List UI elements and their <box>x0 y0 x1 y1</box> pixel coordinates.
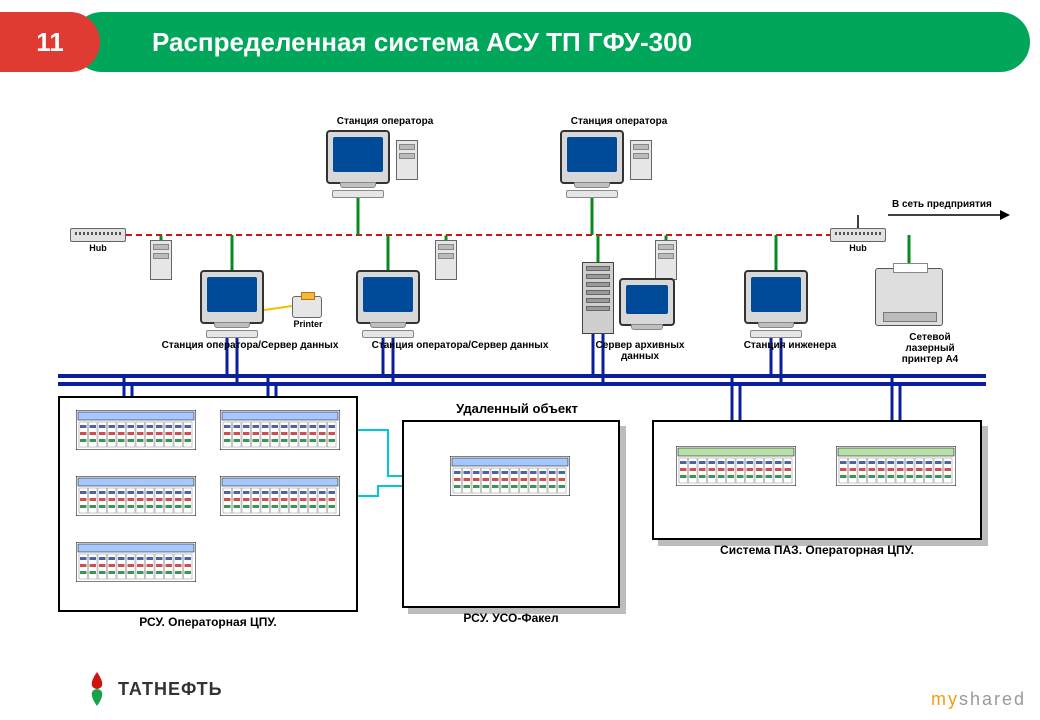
keyboard <box>566 190 618 198</box>
workstation-crt <box>356 270 420 324</box>
io-rack <box>76 542 196 582</box>
company-logo: ТАТНЕФТЬ <box>84 672 223 706</box>
archive-server-tower <box>582 262 614 334</box>
text-label: РСУ. Операторная ЦПУ. <box>58 616 358 629</box>
small-printer <box>292 296 322 318</box>
text-label: Сервер архивных данных <box>580 340 700 362</box>
workstation-crt <box>200 270 264 324</box>
text-label: Hub <box>838 244 878 254</box>
workstation-crt <box>744 270 808 324</box>
text-label: Hub <box>78 244 118 254</box>
mini-tower <box>655 240 677 280</box>
text-label: Сетевой лазерный принтер А4 <box>870 332 990 365</box>
hub-right <box>830 228 886 242</box>
text-label: В сеть предприятия <box>892 199 1032 210</box>
hub-left <box>70 228 126 242</box>
text-label: Станция оператора/Сервер данных <box>150 340 350 351</box>
operator-crt <box>326 130 390 184</box>
text-label: Printer <box>290 320 326 330</box>
watermark: myshared <box>931 689 1026 710</box>
mini-tower <box>150 240 172 280</box>
io-rack <box>676 446 796 486</box>
logo-text: ТАТНЕФТЬ <box>118 679 223 700</box>
group-box <box>402 420 620 608</box>
text-label: Станция оператора <box>554 116 684 127</box>
operator-tower <box>630 140 652 180</box>
watermark-shared: shared <box>959 689 1026 709</box>
operator-crt <box>560 130 624 184</box>
network-printer <box>875 268 943 326</box>
archive-server-crt <box>619 278 675 326</box>
io-rack <box>76 410 196 450</box>
keyboard <box>206 330 258 338</box>
operator-tower <box>396 140 418 180</box>
io-rack <box>450 456 570 496</box>
device-layer: Станция оператора Станция оператора Hub Hub… <box>0 0 1040 720</box>
text-label: Станция оператора/Сервер данных <box>360 340 560 351</box>
io-rack <box>220 476 340 516</box>
watermark-my: my <box>931 689 959 709</box>
text-label: Станция оператора <box>320 116 450 127</box>
io-rack <box>836 446 956 486</box>
io-rack <box>220 410 340 450</box>
mini-tower <box>435 240 457 280</box>
io-rack <box>76 476 196 516</box>
text-label: Удаленный объект <box>432 402 602 416</box>
tatneft-icon <box>84 672 110 706</box>
keyboard <box>332 190 384 198</box>
text-label: РСУ. УСО-Факел <box>402 612 620 625</box>
keyboard <box>362 330 414 338</box>
keyboard <box>750 330 802 338</box>
text-label: Станция инженера <box>720 340 860 351</box>
text-label: Система ПАЗ. Операторная ЦПУ. <box>652 544 982 557</box>
